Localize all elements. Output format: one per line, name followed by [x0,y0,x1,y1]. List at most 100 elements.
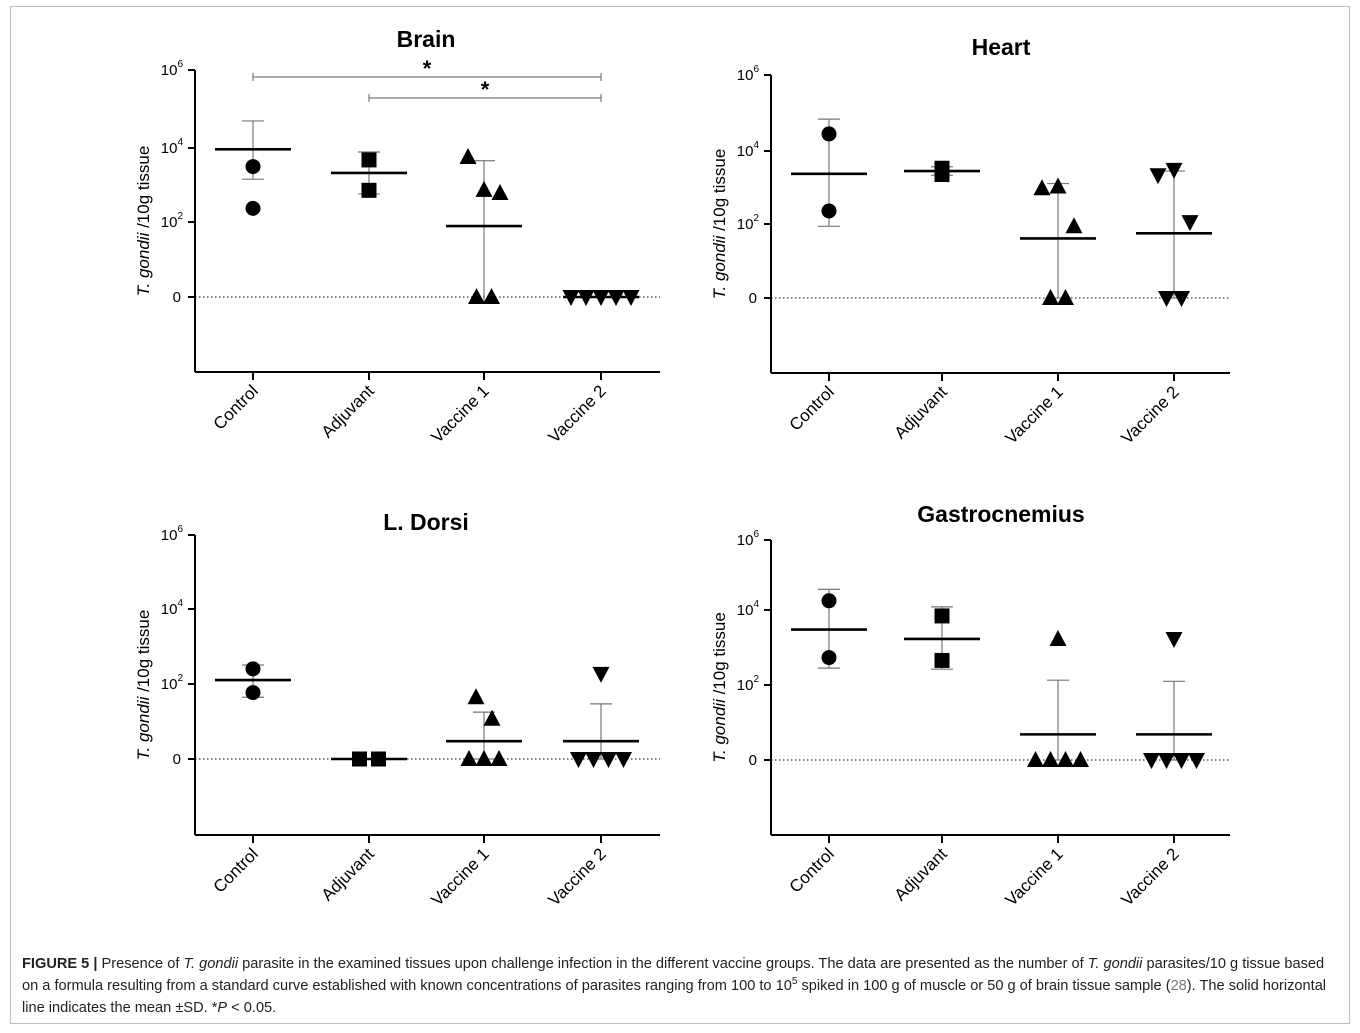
panel-brain-group-vaccine-2 [562,290,640,306]
panel-heart: Heart 0 102 104 106 T. gondii /10g tissue Cont… [710,34,1230,448]
data-point-vaccine-1 [483,288,500,304]
data-point-control [245,200,261,216]
panel-heart-title: Heart [972,34,1031,60]
figure-frame [10,6,1350,1024]
panel-l-dorsi-group-vaccine-1 [446,688,522,766]
caption-text-d: spiked in 100 g of muscle or 50 g of bra… [797,978,1171,994]
panel-heart-x-tick-label-vaccine-1: Vaccine 1 [1001,382,1066,447]
panel-l-dorsi-y-tick-label: 104 [161,598,184,618]
panel-brain-x-tick-label-vaccine-1: Vaccine 1 [427,381,492,446]
caption-text-e: ). The solid horizontal line indicates t… [22,978,1327,1016]
panel-gastrocnemius-x-tick-label-vaccine-1: Vaccine 1 [1001,844,1066,909]
data-point-adjuvant [361,152,377,168]
panel-gastrocnemius-title: Gastrocnemius [917,501,1084,527]
panel-gastrocnemius-group-adjuvant [904,606,980,670]
significance-star: * [423,56,432,81]
data-point-vaccine-2 [1188,753,1205,769]
panel-heart-y-tick-label: 104 [737,140,760,160]
panel-heart-y-tick-label: 0 [749,290,757,307]
data-point-vaccine-1 [468,288,485,304]
caption-italic-a: T. gondii [183,956,239,972]
panel-l-dorsi-y-tick-label: 0 [173,751,181,768]
panel-l-dorsi-group-control [215,661,291,701]
panel-heart-x-tick-label-vaccine-2: Vaccine 2 [1117,382,1182,447]
data-point-vaccine-2 [1143,753,1160,769]
data-point-vaccine-2 [615,752,632,768]
panel-heart-group-vaccine-1 [1020,177,1096,305]
data-point-adjuvant [934,160,950,176]
caption-label: FIGURE 5 | [22,956,98,972]
panel-heart-group-vaccine-2 [1136,162,1212,307]
significance-star: * [481,77,490,102]
data-point-vaccine-1 [483,709,501,726]
data-point-control [821,650,837,666]
panel-l-dorsi-y-axis-label: T. gondii /10g tissue [134,610,153,761]
panel-brain-y-axis-label: T. gondii /10g tissue [134,146,153,297]
data-point-control [245,661,261,677]
panel-heart-y-tick-label: 102 [737,213,760,233]
data-point-vaccine-2 [585,752,602,768]
data-point-adjuvant [934,652,950,668]
data-point-vaccine-2 [1165,162,1183,179]
data-point-vaccine-2 [1165,631,1183,648]
data-point-vaccine-1 [491,184,509,201]
data-point-vaccine-1 [1027,751,1044,767]
panel-heart-x-tick-label-control: Control [786,382,838,434]
data-point-adjuvant [361,182,377,198]
caption-italic-e: P [217,1000,228,1016]
figure-caption: FIGURE 5 | Presence of T. gondii parasit… [22,953,1340,1019]
caption-text-a: Presence of [97,956,184,972]
panel-l-dorsi-group-adjuvant [331,751,407,767]
data-point-control [245,159,261,175]
data-point-vaccine-1 [1065,217,1083,234]
panel-heart-y-axis-label: T. gondii /10g tissue [710,149,729,300]
data-point-vaccine-2 [1158,291,1175,307]
data-point-vaccine-1 [1042,289,1059,305]
data-point-vaccine-2 [1181,215,1199,232]
caption-italic-b: T. gondii [1087,956,1143,972]
data-point-vaccine-1 [1072,751,1089,767]
panel-brain-group-vaccine-1 [446,148,522,304]
data-point-vaccine-1 [1049,177,1067,194]
caption-text-c: parasites/10 g tissue based on a formula… [22,956,1325,994]
data-point-vaccine-1 [467,688,485,705]
panel-gastrocnemius-group-vaccine-1 [1020,629,1096,767]
panel-l-dorsi-group-vaccine-2 [563,666,639,768]
data-point-vaccine-1 [1057,289,1074,305]
data-point-vaccine-2 [600,752,617,768]
caption-sup-c: 5 [791,976,798,988]
panel-l-dorsi-y-tick-label: 106 [161,524,184,544]
panel-heart-x-tick-label-adjuvant: Adjuvant [891,382,951,442]
panel-brain-y-tick-label: 102 [161,211,184,231]
panel-gastrocnemius-y-axis-label: T. gondii /10g tissue [710,612,729,763]
panel-gastrocnemius: Gastrocnemius 0 102 104 106 T. gondii /10g ti… [710,501,1230,910]
data-point-control [821,203,837,219]
data-point-vaccine-1 [1049,629,1067,646]
caption-reference-link[interactable]: 28 [1170,978,1187,994]
panel-brain-y-tick-label: 106 [161,59,184,79]
panel-gastrocnemius-x-tick-label-vaccine-2: Vaccine 2 [1117,844,1182,909]
significance-bracket: * [368,77,602,102]
data-point-vaccine-2 [1173,753,1190,769]
panel-gastrocnemius-y-tick-label: 104 [737,599,760,619]
data-point-control [821,593,837,609]
data-point-vaccine-1 [490,750,508,766]
panel-gastrocnemius-x-tick-label-control: Control [786,844,838,896]
panel-l-dorsi-x-tick-label-control: Control [210,844,262,896]
figure-charts: Brain 0 102 104 106 T. gondii /10g tissue Cont… [134,26,1230,910]
panel-brain-x-tick-label-adjuvant: Adjuvant [318,381,378,441]
panel-l-dorsi-x-tick-label-adjuvant: Adjuvant [318,844,378,904]
panel-l-dorsi-x-tick-label-vaccine-1: Vaccine 1 [427,844,492,909]
data-point-vaccine-2 [1149,168,1167,185]
panel-brain-title: Brain [397,26,456,52]
data-point-vaccine-1 [460,750,478,766]
panel-l-dorsi: L. Dorsi 0 102 104 106 T. gondii /10g tissue C… [134,509,660,910]
panel-l-dorsi-x-tick-label-vaccine-2: Vaccine 2 [544,844,609,909]
data-point-vaccine-1 [459,148,477,165]
data-point-vaccine-1 [1042,751,1059,767]
data-point-control [821,126,837,142]
panel-heart-group-adjuvant [904,160,980,183]
data-point-vaccine-1 [1033,179,1051,196]
panel-gastrocnemius-x-tick-label-adjuvant: Adjuvant [891,844,951,904]
data-point-vaccine-1 [1057,751,1074,767]
